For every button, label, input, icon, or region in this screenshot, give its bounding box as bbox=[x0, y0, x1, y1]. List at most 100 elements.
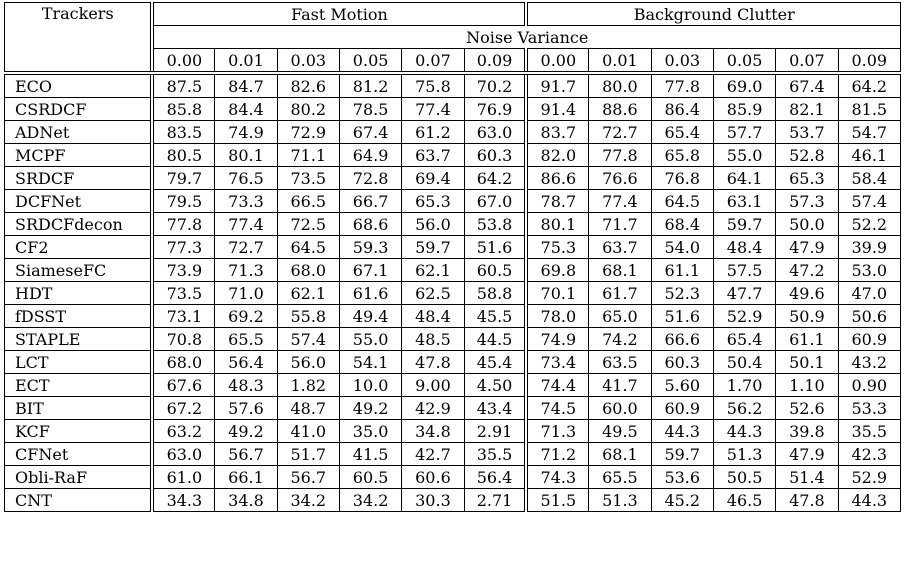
tracker-name: SRDCF bbox=[4, 166, 153, 190]
background-clutter-cell: 47.2 bbox=[775, 258, 839, 282]
fast-motion-cell: 68.0 bbox=[276, 258, 340, 282]
background-clutter-cell: 86.6 bbox=[524, 166, 590, 190]
fast-motion-cell: 64.5 bbox=[276, 235, 340, 259]
tracker-name: SRDCFdecon bbox=[4, 212, 153, 236]
tracker-name: ADNet bbox=[4, 120, 153, 144]
fast-motion-cell: 53.8 bbox=[463, 212, 527, 236]
fast-motion-cell: 60.6 bbox=[401, 465, 465, 489]
fast-motion-cell: 56.7 bbox=[276, 465, 340, 489]
fast-motion-cell: 71.0 bbox=[214, 281, 278, 305]
fast-motion-cell: 34.2 bbox=[338, 488, 403, 512]
background-clutter-cell: 58.4 bbox=[837, 166, 902, 190]
table-row: CNT 34.3 34.8 34.2 34.2 30.3 2.71 51.5 51.3 45.2 4… bbox=[4, 488, 902, 512]
background-clutter-cell: 63.5 bbox=[588, 350, 652, 374]
background-clutter-cell: 57.3 bbox=[775, 189, 839, 213]
tracker-name: Obli-RaF bbox=[4, 465, 153, 489]
fast-motion-cell: 45.4 bbox=[463, 350, 527, 374]
fast-motion-cell: 2.91 bbox=[463, 419, 527, 443]
fast-motion-cell: 41.0 bbox=[276, 419, 340, 443]
background-clutter-cell: 81.5 bbox=[837, 97, 902, 121]
fast-motion-cell: 70.8 bbox=[150, 327, 216, 351]
background-clutter-cell: 68.4 bbox=[650, 212, 714, 236]
table-row: CFNet 63.0 56.7 51.7 41.5 42.7 35.5 71.2 68.1 59.… bbox=[4, 442, 902, 466]
background-clutter-cell: 47.0 bbox=[837, 281, 902, 305]
fast-motion-cell: 72.5 bbox=[276, 212, 340, 236]
fast-motion-cell: 51.6 bbox=[463, 235, 527, 259]
fast-motion-cell: 82.6 bbox=[276, 72, 340, 98]
fast-motion-cell: 69.4 bbox=[401, 166, 465, 190]
fast-motion-cell: 62.1 bbox=[276, 281, 340, 305]
fast-motion-cell: 84.7 bbox=[214, 72, 278, 98]
fast-motion-cell: 83.5 bbox=[150, 120, 216, 144]
tracker-name: CFNet bbox=[4, 442, 153, 466]
background-clutter-cell: 54.7 bbox=[837, 120, 902, 144]
background-clutter-cell: 78.0 bbox=[524, 304, 590, 328]
fast-motion-cell: 48.4 bbox=[401, 304, 465, 328]
background-clutter-cell: 52.9 bbox=[837, 465, 902, 489]
noise-level-header: 0.07 bbox=[775, 48, 839, 75]
fast-motion-cell: 72.9 bbox=[276, 120, 340, 144]
background-clutter-cell: 83.7 bbox=[524, 120, 590, 144]
background-clutter-cell: 47.7 bbox=[712, 281, 777, 305]
background-clutter-cell: 52.9 bbox=[712, 304, 777, 328]
noise-variance-header: Noise Variance bbox=[150, 25, 902, 49]
background-clutter-cell: 51.4 bbox=[775, 465, 839, 489]
background-clutter-cell: 42.3 bbox=[837, 442, 902, 466]
background-clutter-cell: 61.7 bbox=[588, 281, 652, 305]
noise-level-header: 0.09 bbox=[837, 48, 902, 75]
background-clutter-cell: 64.5 bbox=[650, 189, 714, 213]
fast-motion-cell: 65.5 bbox=[214, 327, 278, 351]
fast-motion-cell: 56.4 bbox=[214, 350, 278, 374]
fast-motion-cell: 42.7 bbox=[401, 442, 465, 466]
table-row: BIT 67.2 57.6 48.7 49.2 42.9 43.4 74.5 60.0 60.9 5… bbox=[4, 396, 902, 420]
fast-motion-cell: 60.5 bbox=[463, 258, 527, 282]
fast-motion-cell: 76.5 bbox=[214, 166, 278, 190]
fast-motion-cell: 76.9 bbox=[463, 97, 527, 121]
fast-motion-cell: 78.5 bbox=[338, 97, 403, 121]
fast-motion-cell: 51.7 bbox=[276, 442, 340, 466]
table-row: MCPF 80.5 80.1 71.1 64.9 63.7 60.3 82.0 77.8 65.8… bbox=[4, 143, 902, 167]
fast-motion-cell: 81.2 bbox=[338, 72, 403, 98]
background-clutter-cell: 65.5 bbox=[588, 465, 652, 489]
fast-motion-cell: 49.2 bbox=[338, 396, 403, 420]
fast-motion-cell: 61.0 bbox=[150, 465, 216, 489]
fast-motion-cell: 47.8 bbox=[401, 350, 465, 374]
fast-motion-cell: 71.3 bbox=[214, 258, 278, 282]
fast-motion-cell: 61.2 bbox=[401, 120, 465, 144]
background-clutter-cell: 68.1 bbox=[588, 258, 652, 282]
fast-motion-cell: 80.1 bbox=[214, 143, 278, 167]
table-row: ECO 87.5 84.7 82.6 81.2 75.8 70.2 91.7 80.0 77.8 6… bbox=[4, 72, 902, 98]
fast-motion-cell: 73.5 bbox=[150, 281, 216, 305]
noise-level-header: 0.05 bbox=[712, 48, 777, 75]
fast-motion-cell: 64.9 bbox=[338, 143, 403, 167]
background-clutter-cell: 65.4 bbox=[712, 327, 777, 351]
fast-motion-cell: 49.4 bbox=[338, 304, 403, 328]
background-clutter-cell: 44.3 bbox=[650, 419, 714, 443]
background-clutter-cell: 82.0 bbox=[524, 143, 590, 167]
background-clutter-cell: 91.4 bbox=[524, 97, 590, 121]
background-clutter-cell: 47.9 bbox=[775, 235, 839, 259]
fast-motion-cell: 77.4 bbox=[401, 97, 465, 121]
fast-motion-cell: 10.0 bbox=[338, 373, 403, 397]
background-clutter-cell: 49.5 bbox=[588, 419, 652, 443]
fast-motion-cell: 56.0 bbox=[401, 212, 465, 236]
fast-motion-cell: 55.0 bbox=[338, 327, 403, 351]
noise-level-header: 0.01 bbox=[588, 48, 652, 75]
fast-motion-cell: 63.0 bbox=[150, 442, 216, 466]
background-clutter-cell: 50.6 bbox=[837, 304, 902, 328]
background-clutter-cell: 51.6 bbox=[650, 304, 714, 328]
fast-motion-cell: 34.2 bbox=[276, 488, 340, 512]
fast-motion-cell: 85.8 bbox=[150, 97, 216, 121]
fast-motion-cell: 57.4 bbox=[276, 327, 340, 351]
background-clutter-cell: 60.9 bbox=[837, 327, 902, 351]
tracker-name: ECO bbox=[4, 72, 153, 98]
fast-motion-cell: 73.5 bbox=[276, 166, 340, 190]
fast-motion-cell: 73.9 bbox=[150, 258, 216, 282]
fast-motion-cell: 77.4 bbox=[214, 212, 278, 236]
fast-motion-cell: 59.7 bbox=[401, 235, 465, 259]
fast-motion-cell: 71.1 bbox=[276, 143, 340, 167]
background-clutter-cell: 70.1 bbox=[524, 281, 590, 305]
fast-motion-cell: 44.5 bbox=[463, 327, 527, 351]
background-clutter-cell: 74.5 bbox=[524, 396, 590, 420]
results-table: Trackers Fast Motion Background Clutter … bbox=[4, 2, 902, 512]
